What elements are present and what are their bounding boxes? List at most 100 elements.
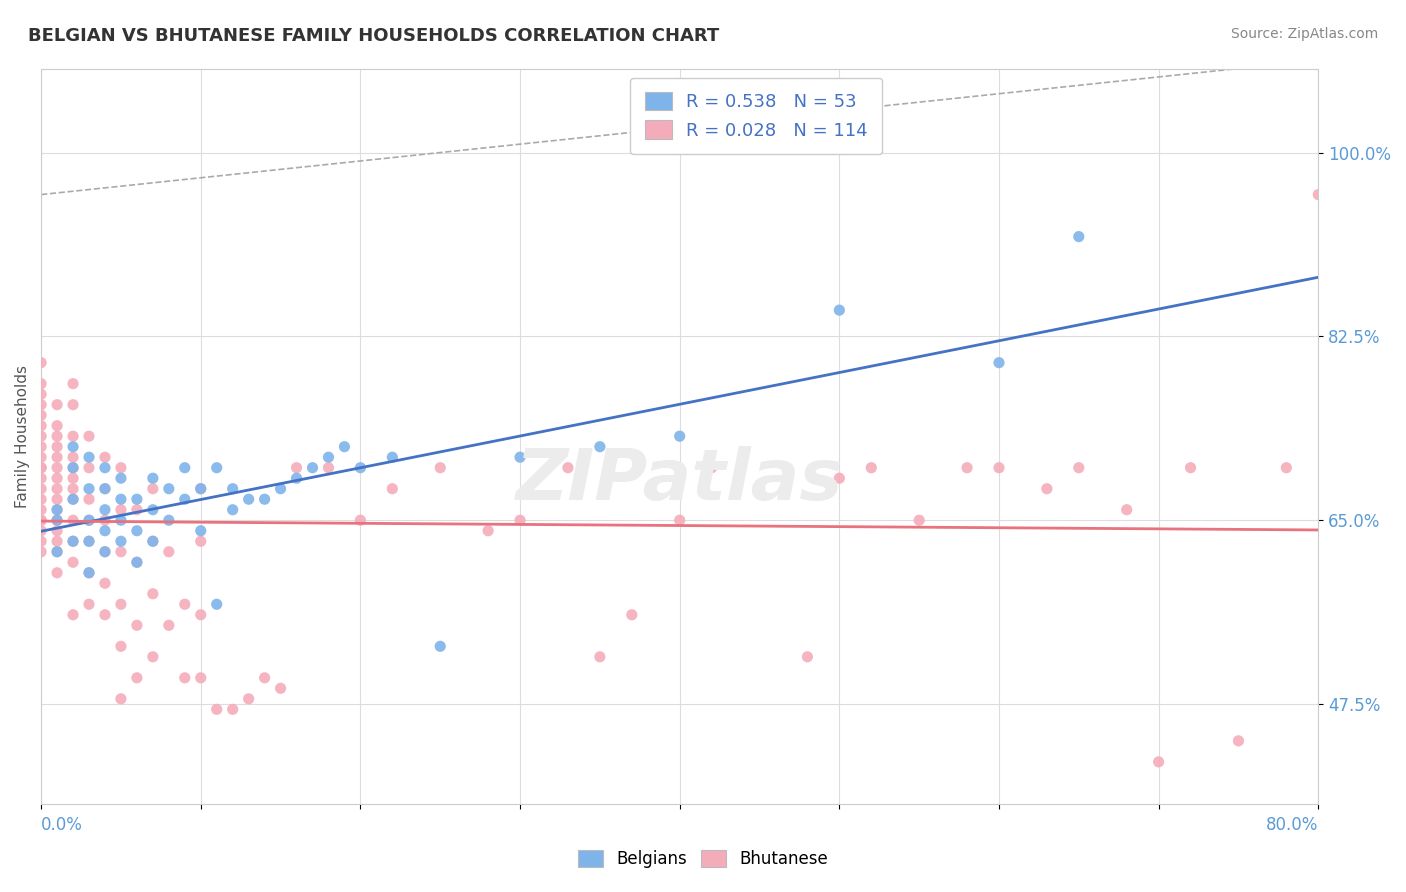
- Point: [30, 450, 52, 465]
- Point: [46, 398, 69, 412]
- Point: [190, 671, 212, 685]
- Point: [1227, 734, 1250, 748]
- Point: [190, 482, 212, 496]
- Point: [110, 492, 132, 507]
- Point: [77, 566, 100, 580]
- Point: [110, 691, 132, 706]
- Point: [77, 482, 100, 496]
- Point: [270, 681, 292, 696]
- Point: [62, 534, 84, 549]
- Point: [1308, 187, 1330, 202]
- Point: [94, 607, 117, 622]
- Point: [173, 492, 195, 507]
- Point: [62, 460, 84, 475]
- Point: [620, 607, 643, 622]
- Point: [46, 502, 69, 516]
- Point: [238, 691, 260, 706]
- Point: [77, 566, 100, 580]
- Point: [30, 482, 52, 496]
- Point: [157, 618, 180, 632]
- Point: [94, 482, 117, 496]
- Text: BELGIAN VS BHUTANESE FAMILY HOUSEHOLDS CORRELATION CHART: BELGIAN VS BHUTANESE FAMILY HOUSEHOLDS C…: [28, 27, 720, 45]
- Point: [77, 597, 100, 611]
- Point: [30, 492, 52, 507]
- Point: [77, 534, 100, 549]
- Point: [30, 387, 52, 401]
- Point: [828, 471, 851, 485]
- Point: [77, 460, 100, 475]
- Point: [30, 440, 52, 454]
- Point: [221, 702, 243, 716]
- Point: [62, 555, 84, 569]
- Point: [1036, 482, 1059, 496]
- Point: [94, 450, 117, 465]
- Point: [30, 460, 52, 475]
- Point: [125, 524, 148, 538]
- Point: [46, 566, 69, 580]
- Point: [1115, 502, 1137, 516]
- Point: [285, 471, 308, 485]
- Point: [125, 555, 148, 569]
- Text: Source: ZipAtlas.com: Source: ZipAtlas.com: [1230, 27, 1378, 41]
- Point: [253, 492, 276, 507]
- Point: [62, 482, 84, 496]
- Point: [988, 356, 1011, 370]
- Point: [205, 460, 228, 475]
- Point: [77, 492, 100, 507]
- Point: [221, 502, 243, 516]
- Point: [46, 545, 69, 559]
- Point: [62, 440, 84, 454]
- Point: [94, 482, 117, 496]
- Point: [77, 429, 100, 443]
- Point: [190, 524, 212, 538]
- Point: [77, 450, 100, 465]
- Point: [30, 524, 52, 538]
- Point: [77, 513, 100, 527]
- Point: [125, 492, 148, 507]
- Point: [318, 460, 340, 475]
- Point: [668, 429, 690, 443]
- Point: [62, 398, 84, 412]
- Point: [796, 649, 818, 664]
- Point: [30, 429, 52, 443]
- Point: [46, 482, 69, 496]
- Point: [429, 640, 451, 654]
- Point: [46, 492, 69, 507]
- Point: [429, 460, 451, 475]
- Point: [142, 587, 165, 601]
- Point: [46, 534, 69, 549]
- Point: [94, 576, 117, 591]
- Legend: R = 0.538   N = 53, R = 0.028   N = 114: R = 0.538 N = 53, R = 0.028 N = 114: [630, 78, 883, 154]
- Point: [270, 482, 292, 496]
- Point: [477, 524, 499, 538]
- Point: [94, 524, 117, 538]
- Point: [30, 408, 52, 422]
- Point: [46, 524, 69, 538]
- Point: [748, 482, 770, 496]
- Point: [62, 471, 84, 485]
- Point: [190, 534, 212, 549]
- Point: [110, 597, 132, 611]
- Point: [589, 440, 612, 454]
- Point: [589, 649, 612, 664]
- Point: [125, 618, 148, 632]
- Point: [30, 513, 52, 527]
- Point: [46, 429, 69, 443]
- Point: [46, 450, 69, 465]
- Point: [1147, 755, 1170, 769]
- Y-axis label: Family Households: Family Households: [15, 365, 30, 508]
- Point: [110, 513, 132, 527]
- Point: [157, 482, 180, 496]
- Point: [142, 649, 165, 664]
- Point: [62, 534, 84, 549]
- Point: [62, 460, 84, 475]
- Point: [94, 502, 117, 516]
- Point: [301, 460, 323, 475]
- Point: [30, 398, 52, 412]
- Point: [30, 471, 52, 485]
- Point: [700, 460, 723, 475]
- Point: [828, 303, 851, 318]
- Point: [30, 376, 52, 391]
- Point: [349, 460, 371, 475]
- Point: [190, 607, 212, 622]
